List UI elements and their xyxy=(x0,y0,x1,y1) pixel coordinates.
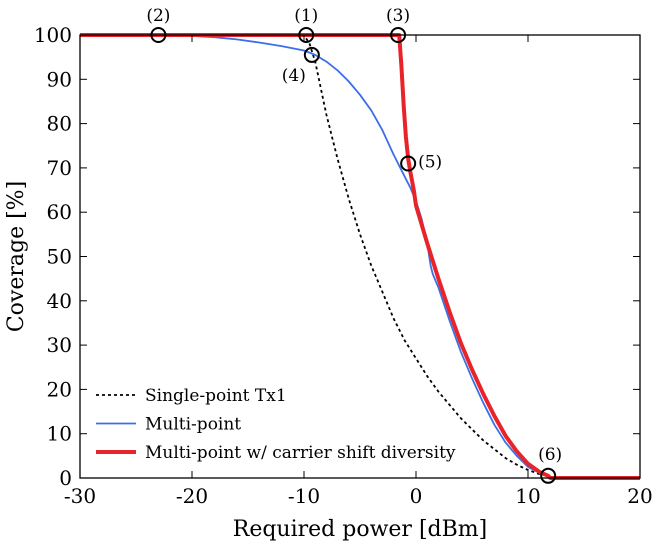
y-tick-label: 70 xyxy=(47,156,72,180)
y-tick-label: 100 xyxy=(34,23,72,47)
x-tick-label: -20 xyxy=(176,484,208,508)
annotation-label: (4) xyxy=(282,66,306,86)
series-line-1 xyxy=(80,34,640,479)
legend: Single-point Tx1 Multi-point Multi-point w… xyxy=(96,386,456,463)
x-tick-label: 10 xyxy=(515,484,540,508)
legend-label-3: Multi-point w/ carrier shift diversity xyxy=(145,443,456,463)
x-axis-label: Required power [dBm] xyxy=(233,517,487,542)
annotation-marker xyxy=(303,46,320,63)
y-tick-label: 90 xyxy=(47,67,72,91)
annotation-marker xyxy=(150,27,167,43)
legend-label-2: Multi-point xyxy=(145,415,241,435)
annotation-label: (2) xyxy=(146,6,170,26)
annotation-label: (5) xyxy=(418,152,442,172)
plot-content xyxy=(80,33,640,480)
point-annotations: (1) (2) (3) (4) (5) (6) xyxy=(146,6,562,484)
y-axis-label: Coverage [%] xyxy=(4,181,29,332)
y-tick-label: 40 xyxy=(47,289,72,313)
axis-ticks: -30 -20 -10 0 10 20 0 10 20 30 40 50 60 70 80 90 100 xyxy=(34,23,653,508)
annotation-label: (3) xyxy=(386,6,410,26)
y-tick-label: 50 xyxy=(47,245,72,269)
annotation-label: (1) xyxy=(294,6,318,26)
annotation-label: (6) xyxy=(538,445,562,465)
annotation-marker xyxy=(390,27,407,43)
x-tick-label: -10 xyxy=(288,484,320,508)
legend-label-1: Single-point Tx1 xyxy=(145,386,287,406)
y-tick-label: 30 xyxy=(47,333,72,357)
y-tick-label: 20 xyxy=(47,377,72,401)
x-tick-label: 20 xyxy=(627,484,652,508)
y-tick-label: 10 xyxy=(47,422,72,446)
x-tick-label: -30 xyxy=(64,484,96,508)
series-line-2 xyxy=(80,34,640,479)
y-tick-label: 0 xyxy=(59,466,72,490)
annotation-marker xyxy=(298,27,315,43)
annotation-marker xyxy=(540,467,557,484)
plot-frame xyxy=(79,34,641,479)
y-tick-label: 80 xyxy=(47,112,72,136)
x-tick-label: 0 xyxy=(410,484,423,508)
series-line-3 xyxy=(80,33,640,480)
y-tick-label: 60 xyxy=(47,200,72,224)
annotation-marker xyxy=(400,155,417,172)
